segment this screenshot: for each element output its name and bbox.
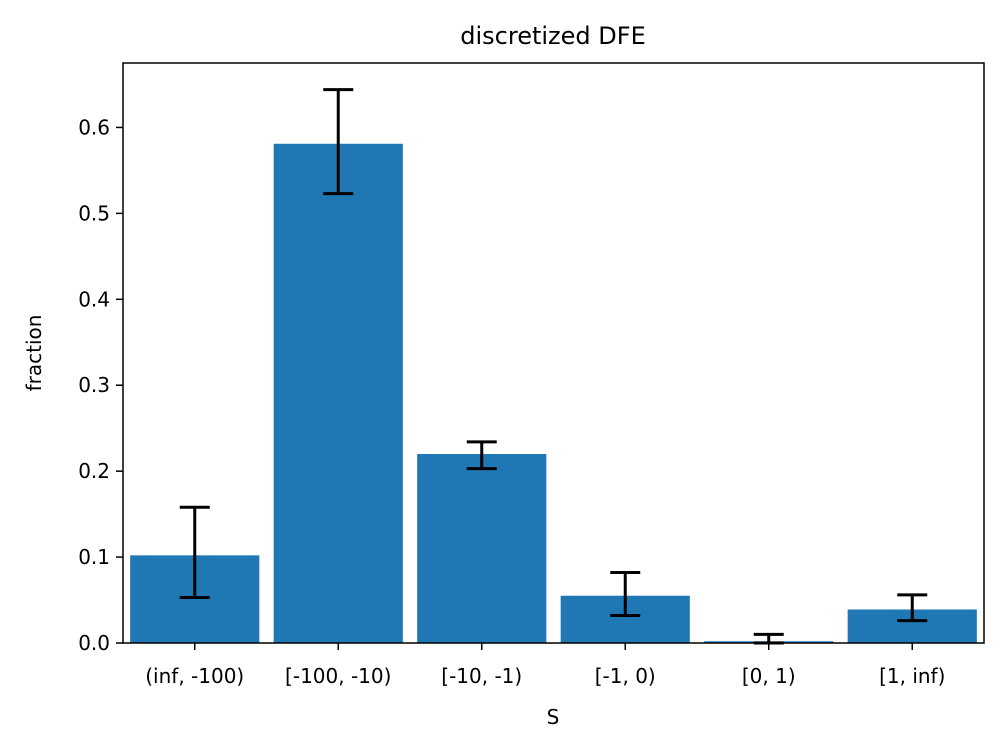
y-axis-label: fraction xyxy=(22,315,46,392)
x-tick-label-5: [1, inf) xyxy=(879,664,945,688)
y-tick-label-2: 0.2 xyxy=(78,459,110,483)
chart-title: discretized DFE xyxy=(460,22,645,50)
y-tick-label-0: 0.0 xyxy=(78,631,110,655)
x-tick-label-1: [-100, -10) xyxy=(285,664,391,688)
plot-area xyxy=(130,88,977,645)
bar-1 xyxy=(273,143,403,643)
bar-2 xyxy=(417,453,547,643)
axes: (inf, -100) [-100, -10) [-10, -1) [-1, 0) [0… xyxy=(78,62,985,688)
x-tick-label-3: [-1, 0) xyxy=(595,664,656,688)
x-tick-label-4: [0, 1) xyxy=(742,664,796,688)
errorbar-4 xyxy=(753,632,784,645)
x-tick-label-2: [-10, -1) xyxy=(441,664,522,688)
y-tick-label-1: 0.1 xyxy=(78,545,110,569)
errorbar-1 xyxy=(323,88,354,196)
y-tick-label-4: 0.4 xyxy=(78,287,110,311)
y-tick-label-6: 0.6 xyxy=(78,115,110,139)
x-axis-label: S xyxy=(547,705,560,729)
errorbar-0 xyxy=(179,505,210,599)
y-tick-label-3: 0.3 xyxy=(78,373,110,397)
errorbar-5 xyxy=(897,593,928,623)
y-tick-label-5: 0.5 xyxy=(78,201,110,225)
plot-frame xyxy=(122,62,985,644)
errorbar-3 xyxy=(610,571,641,618)
x-tick-label-0: (inf, -100) xyxy=(145,664,244,688)
errorbar-2 xyxy=(466,440,497,471)
